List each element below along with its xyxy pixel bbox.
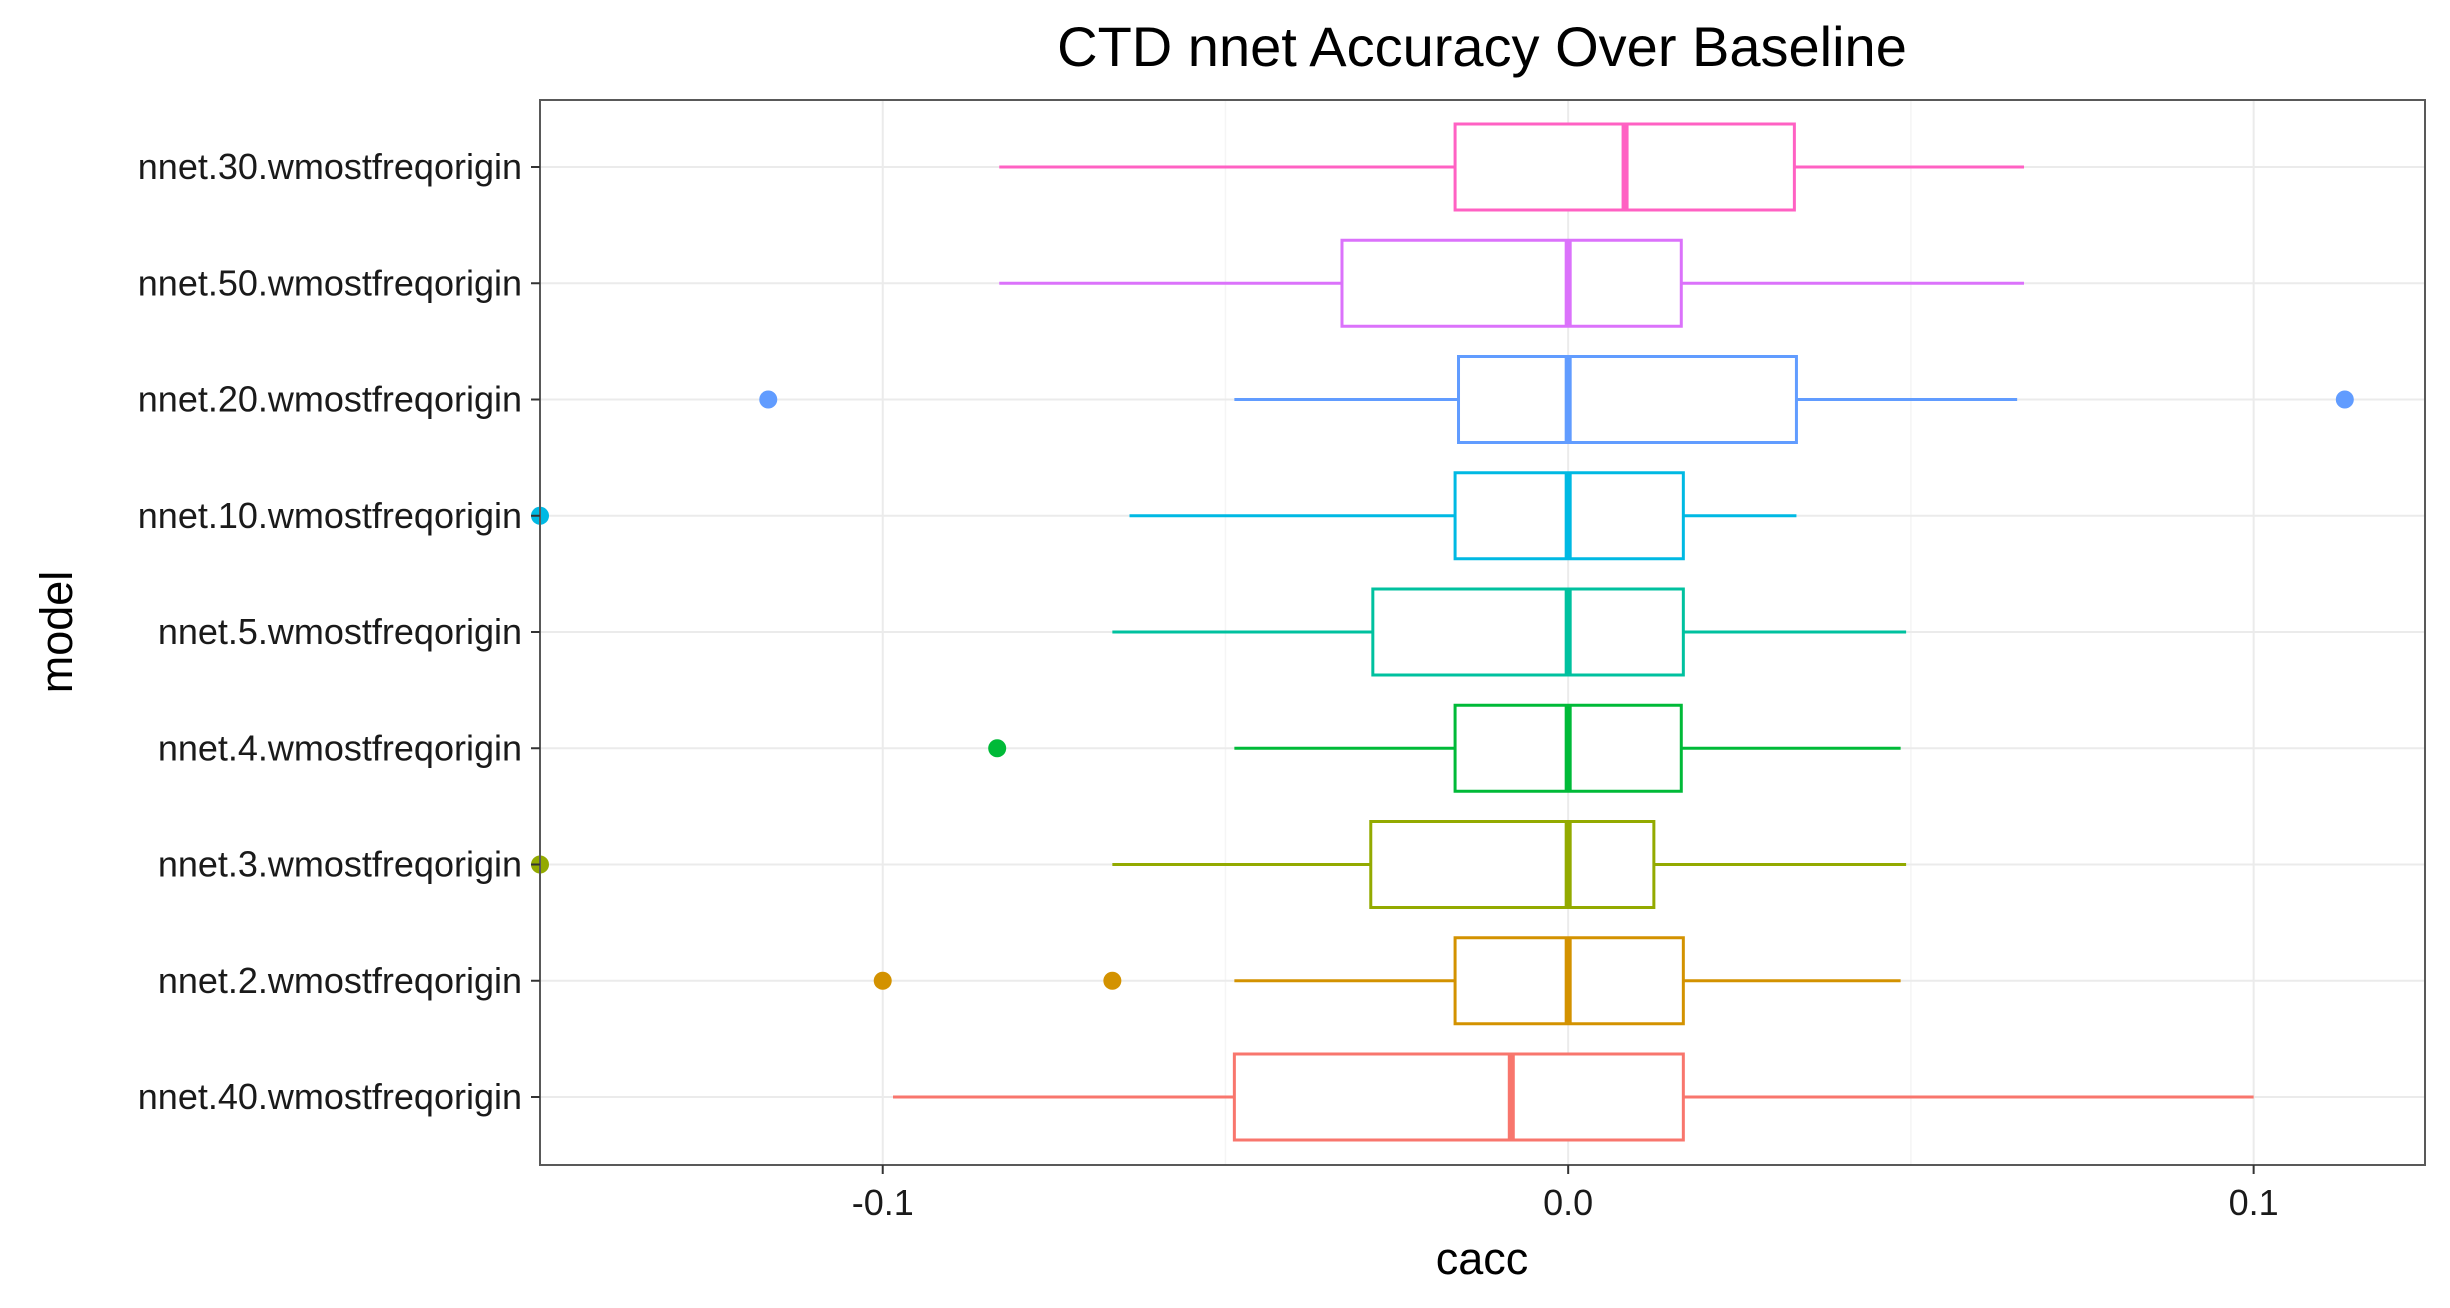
box-nnet.20.wmostfreqorigin (759, 355, 2354, 444)
box-nnet.50.wmostfreqorigin (999, 238, 2025, 328)
box-iqr (1371, 587, 1685, 677)
box-iqr (1232, 1052, 1685, 1142)
outlier-point (2335, 390, 2354, 409)
y-tick-label: nnet.40.wmostfreqorigin (138, 1076, 522, 1117)
outlier-point (1103, 971, 1122, 990)
x-tick-label: 0.1 (2229, 1182, 2279, 1223)
x-axis: -0.1 0.0 0.1 (852, 1165, 2279, 1223)
x-axis-title: cacc (1436, 1233, 1529, 1284)
x-tick-label: 0.0 (1543, 1182, 1593, 1223)
y-tick-label: nnet.50.wmostfreqorigin (138, 262, 522, 303)
outlier-point (759, 390, 778, 409)
y-tick-label: nnet.20.wmostfreqorigin (138, 379, 522, 420)
chart-title: CTD nnet Accuracy Over Baseline (1057, 15, 1907, 78)
box-nnet.30.wmostfreqorigin (999, 122, 2025, 212)
y-axis-title: model (31, 571, 82, 694)
outlier-point (873, 971, 892, 990)
y-tick-label: nnet.10.wmostfreqorigin (138, 495, 522, 536)
x-tick-label: -0.1 (852, 1182, 914, 1223)
box-nnet.5.wmostfreqorigin (1112, 587, 1907, 677)
box-nnet.40.wmostfreqorigin (893, 1052, 2254, 1142)
y-tick-label: nnet.30.wmostfreqorigin (138, 146, 522, 187)
y-tick-label: nnet.2.wmostfreqorigin (158, 960, 522, 1001)
y-tick-label: nnet.4.wmostfreqorigin (158, 727, 522, 768)
box-nnet.3.wmostfreqorigin (531, 820, 1907, 909)
box-iqr (1340, 238, 1683, 328)
box-nnet.2.wmostfreqorigin (873, 936, 1901, 1026)
y-tick-label: nnet.3.wmostfreqorigin (158, 844, 522, 885)
y-axis: nnet.30.wmostfreqorigin nnet.50.wmostfreq… (138, 146, 540, 1117)
y-tick-label: nnet.5.wmostfreqorigin (158, 611, 522, 652)
box-nnet.4.wmostfreqorigin (988, 703, 1901, 793)
outlier-point (988, 739, 1007, 758)
box-iqr (1369, 820, 1656, 909)
box-iqr (1457, 355, 1798, 444)
box-layer (531, 122, 2354, 1142)
